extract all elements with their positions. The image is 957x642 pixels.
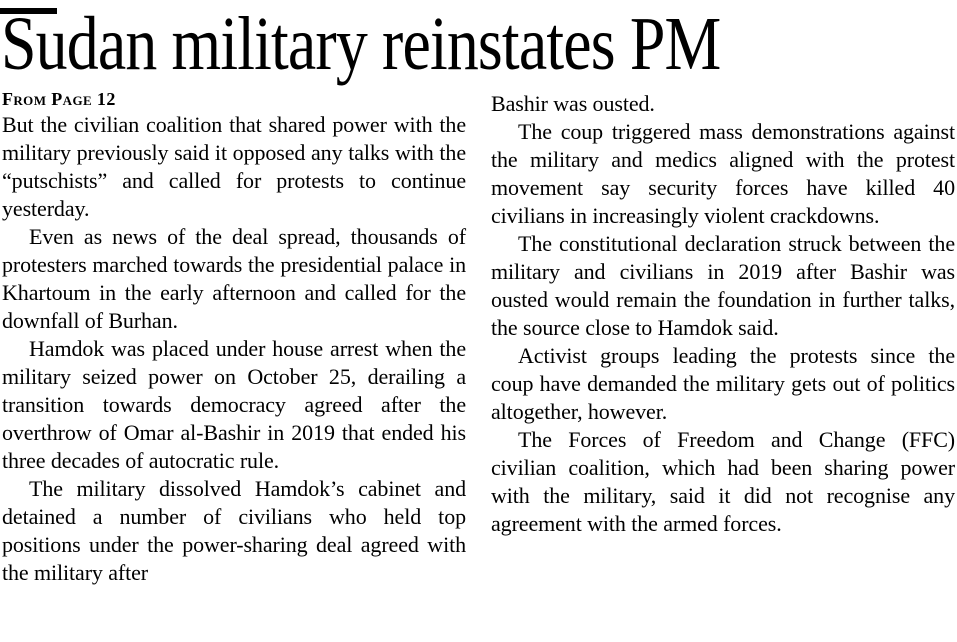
kicker-from-page: From Page 12 bbox=[2, 89, 116, 109]
page-edge-mark bbox=[0, 8, 57, 14]
paragraph-continuation: Bashir was ousted. bbox=[491, 91, 655, 116]
article-body: From Page 12 But the civilian coalition … bbox=[0, 90, 957, 587]
headline: Sudan military reinstates PM bbox=[1, 2, 721, 86]
paragraph: The constitutional declaration struck be… bbox=[491, 231, 955, 340]
paragraph: The military dissolved Hamdok’s cabinet … bbox=[2, 476, 466, 585]
column-left: From Page 12 But the civilian coalition … bbox=[2, 90, 466, 587]
paragraph: The coup triggered mass demonstrations a… bbox=[491, 119, 955, 228]
paragraph: But the civilian coalition that shared p… bbox=[2, 112, 466, 221]
paragraph: The Forces of Freedom and Change (FFC) c… bbox=[491, 427, 955, 536]
column-right: Bashir was ousted. The coup triggered ma… bbox=[491, 90, 955, 587]
paragraph: Hamdok was placed under house arrest whe… bbox=[2, 336, 466, 473]
paragraph: Activist groups leading the protests sin… bbox=[491, 343, 955, 424]
paragraph: Even as news of the deal spread, thousan… bbox=[2, 224, 466, 333]
